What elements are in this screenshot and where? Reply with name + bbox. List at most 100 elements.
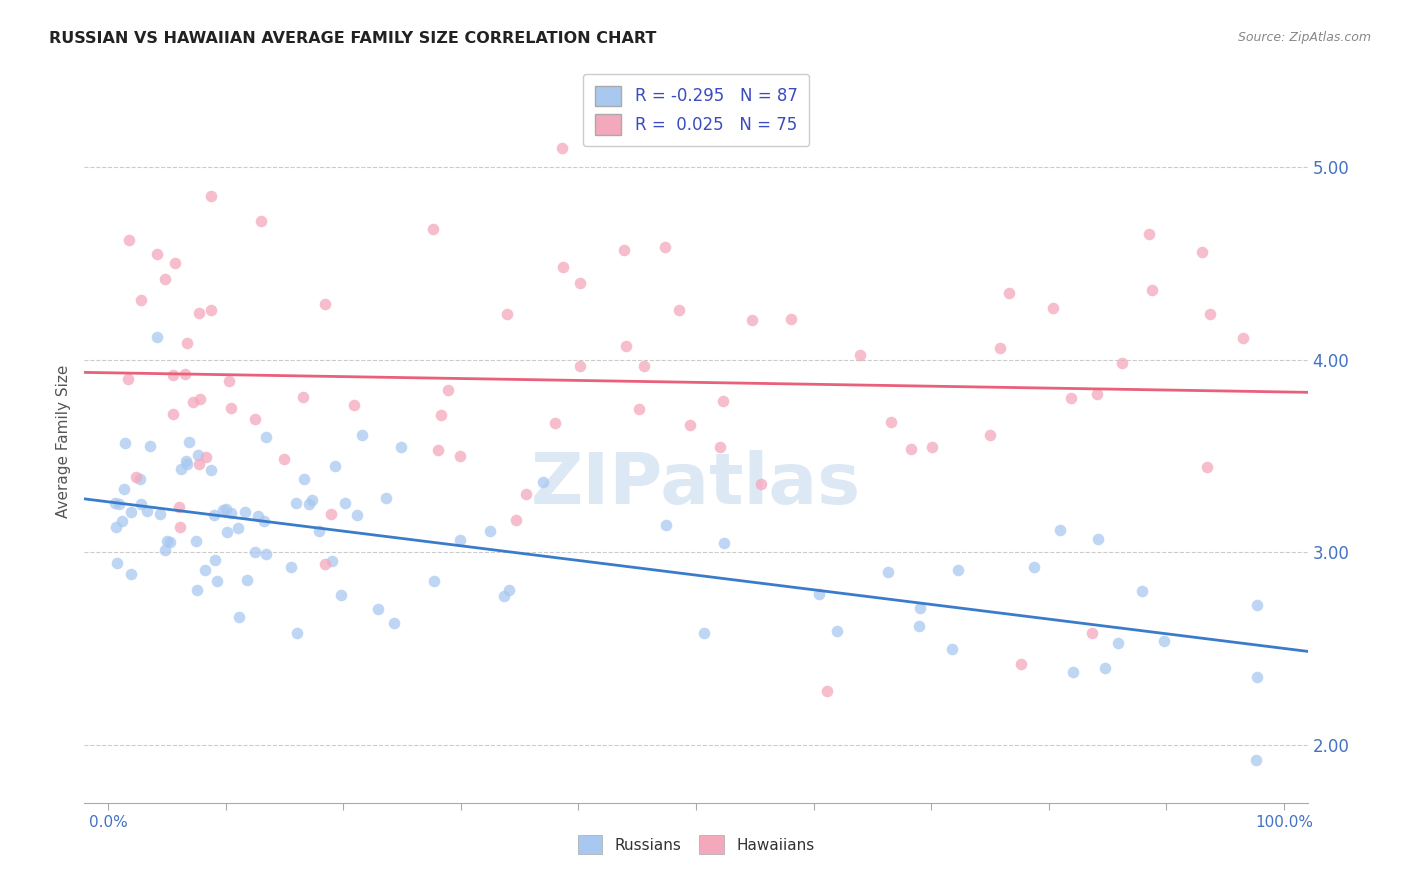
Point [877,566,900,580]
Point [374,491,396,505]
Point [741,313,763,327]
Point [551,260,574,275]
Point [569,359,592,374]
Text: ZIPatlas: ZIPatlas [531,450,860,519]
Point [159,535,181,549]
Point [301,493,323,508]
Point [711,394,734,409]
Point [1087,532,1109,546]
Point [200,189,222,203]
Point [1191,245,1213,260]
Point [254,547,277,561]
Point [219,401,242,415]
Point [129,293,152,307]
Point [177,435,200,450]
Point [1010,657,1032,671]
Point [135,504,157,518]
Point [1107,636,1129,650]
Point [668,302,690,317]
Point [1060,391,1083,405]
Point [654,240,676,254]
Point [204,553,226,567]
Point [215,502,238,516]
Point [1198,307,1220,321]
Point [156,533,179,548]
Point [979,428,1001,442]
Point [478,524,501,539]
Point [1062,665,1084,680]
Point [155,543,177,558]
Point [188,392,211,406]
Point [531,475,554,489]
Point [1049,523,1071,537]
Point [900,442,922,456]
Point [1153,633,1175,648]
Point [253,514,276,528]
Point [422,221,444,235]
Point [146,246,169,260]
Point [200,463,222,477]
Point [187,448,209,462]
Point [941,642,963,657]
Point [329,588,352,602]
Point [848,348,870,362]
Point [236,573,259,587]
Point [186,582,208,597]
Point [195,450,218,464]
Point [162,407,184,421]
Point [544,416,567,430]
Point [314,558,336,572]
Point [114,436,136,450]
Point [426,442,449,457]
Point [120,566,142,581]
Point [1130,584,1153,599]
Point [291,390,314,404]
Point [713,536,735,550]
Point [104,496,127,510]
Point [194,563,217,577]
Point [515,487,537,501]
Point [110,514,132,528]
Point [569,276,592,290]
Point [273,451,295,466]
Point [505,512,527,526]
Point [1085,387,1108,401]
Point [181,395,204,409]
Point [202,508,225,522]
Point [176,335,198,350]
Point [1111,355,1133,369]
Point [129,472,152,486]
Point [298,497,321,511]
Point [125,470,148,484]
Point [343,398,366,412]
Point [120,505,142,519]
Point [709,440,731,454]
Point [352,427,374,442]
Point [1246,753,1268,767]
Point [292,472,315,486]
Point [908,600,931,615]
Point [228,520,250,534]
Point [184,533,207,548]
Point [228,609,250,624]
Point [335,496,357,510]
Point [492,589,515,603]
Point [117,372,139,386]
Point [496,307,519,321]
Point [250,214,273,228]
Point [108,497,131,511]
Point [946,563,969,577]
Point [367,602,389,616]
Point [633,359,655,374]
Point [211,503,233,517]
Point [921,440,943,454]
Point [176,457,198,471]
Point [1022,559,1045,574]
Point [245,412,267,426]
Point [807,587,830,601]
Y-axis label: Average Family Size: Average Family Size [56,365,72,518]
Point [254,430,277,444]
Point [138,439,160,453]
Point [218,374,240,388]
Point [149,507,172,521]
